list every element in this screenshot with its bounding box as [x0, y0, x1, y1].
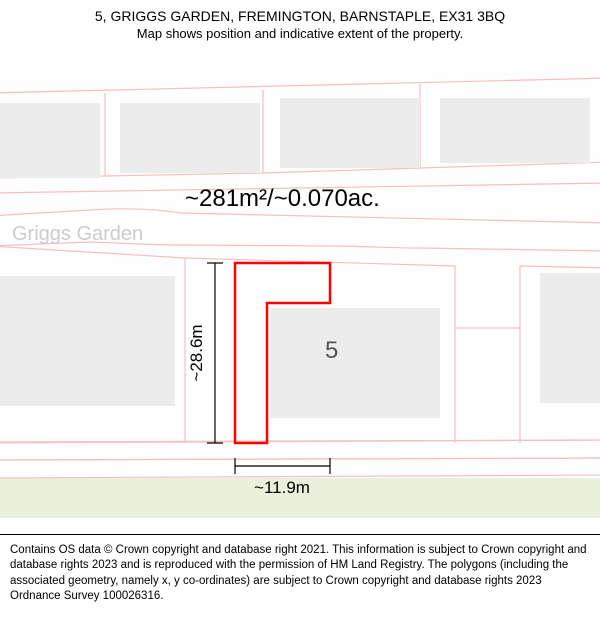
dimension-horizontal	[235, 458, 330, 474]
buildings-group	[0, 98, 600, 418]
street-name-label: Griggs Garden	[12, 223, 143, 245]
copyright-text: Contains OS data © Crown copyright and d…	[10, 544, 587, 603]
page-subtitle: Map shows position and indicative extent…	[10, 26, 590, 41]
footer: Contains OS data © Crown copyright and d…	[0, 534, 600, 625]
area-label: ~281m²/~0.070ac.	[185, 185, 380, 212]
map-svg: Griggs Garden ~281m²/~0.070ac. 5 ~28.6m …	[0, 48, 600, 518]
height-label: ~28.6m	[187, 324, 206, 381]
map-canvas: Griggs Garden ~281m²/~0.070ac. 5 ~28.6m …	[0, 48, 600, 518]
header: 5, GRIGGS GARDEN, FREMINGTON, BARNSTAPLE…	[0, 0, 600, 41]
house-number-label: 5	[325, 337, 338, 364]
width-label: ~11.9m	[254, 478, 310, 497]
dimension-vertical	[207, 263, 223, 443]
page-title: 5, GRIGGS GARDEN, FREMINGTON, BARNSTAPLE…	[10, 8, 590, 24]
